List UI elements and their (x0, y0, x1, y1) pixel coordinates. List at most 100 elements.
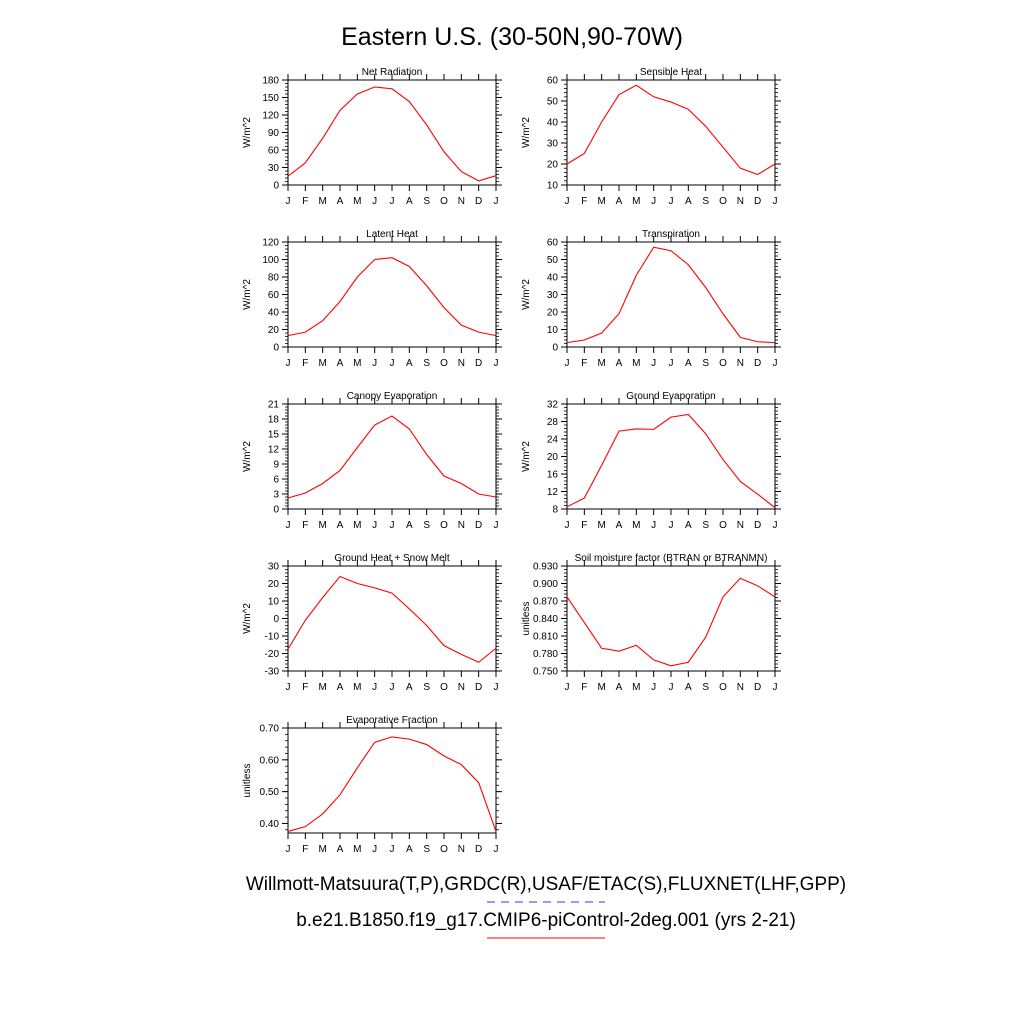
x-tick-label: M (318, 844, 326, 855)
x-tick-label: A (616, 196, 623, 207)
y-tick-label: 120 (262, 111, 279, 122)
y-tick-label: 60 (268, 290, 280, 301)
x-tick-label: N (737, 520, 744, 531)
x-tick-label: J (286, 682, 291, 693)
plot-frame (566, 403, 776, 510)
x-tick-label: J (494, 358, 499, 369)
x-tick-label: O (719, 196, 727, 207)
x-tick-label: J (669, 358, 674, 369)
y-axis-label: unitless (521, 602, 532, 636)
y-tick-label: 18 (268, 415, 280, 426)
plot-frame (287, 403, 497, 510)
x-tick-label: F (581, 520, 587, 531)
y-axis-label: W/m^2 (242, 279, 253, 310)
x-tick-label: N (458, 358, 465, 369)
x-tick-label: D (475, 682, 482, 693)
y-tick-label: 3 (273, 490, 279, 501)
series-line (287, 575, 497, 663)
y-tick-label: 0 (552, 343, 558, 354)
x-tick-label: D (475, 520, 482, 531)
x-tick-label: J (286, 520, 291, 531)
y-tick-label: 20 (268, 325, 280, 336)
y-axis-label: W/m^2 (242, 603, 253, 634)
x-tick-label: J (494, 196, 499, 207)
x-tick-label: F (302, 196, 308, 207)
x-tick-label: J (669, 196, 674, 207)
x-tick-label: A (337, 844, 344, 855)
x-tick-label: O (440, 520, 448, 531)
series-line (287, 415, 497, 499)
x-tick-label: J (773, 196, 778, 207)
x-tick-label: A (337, 682, 344, 693)
panel-title: Soil moisture factor (BTRAN or BTRANMN) (575, 553, 768, 564)
x-tick-label: M (632, 682, 640, 693)
x-tick-label: J (390, 358, 395, 369)
x-tick-label: S (702, 520, 709, 531)
x-tick-label: M (353, 844, 361, 855)
x-tick-label: J (565, 196, 570, 207)
x-tick-label: N (737, 682, 744, 693)
plot-frame (287, 79, 497, 186)
x-tick-label: S (423, 196, 430, 207)
x-tick-label: M (632, 358, 640, 369)
y-tick-label: 30 (547, 139, 559, 150)
y-tick-label: 0.900 (533, 579, 558, 590)
y-tick-label: 12 (547, 487, 559, 498)
y-tick-label: 40 (268, 308, 280, 319)
x-tick-label: J (390, 520, 395, 531)
x-tick-label: M (318, 682, 326, 693)
panel-title: Transpiration (642, 229, 700, 240)
y-tick-label: 50 (547, 255, 559, 266)
y-tick-label: 0.60 (260, 755, 280, 766)
x-tick-label: S (702, 196, 709, 207)
y-tick-label: 10 (547, 181, 559, 192)
series-line (566, 577, 776, 667)
x-tick-label: J (651, 520, 656, 531)
y-axis-label: unitless (242, 764, 253, 798)
y-tick-label: 90 (268, 128, 280, 139)
x-tick-label: J (669, 682, 674, 693)
y-tick-label: 32 (547, 400, 559, 411)
y-tick-label: 40 (547, 118, 559, 129)
x-tick-label: D (475, 358, 482, 369)
y-axis-label: W/m^2 (521, 441, 532, 472)
x-tick-label: M (318, 196, 326, 207)
figure-title: Eastern U.S. (30-50N,90-70W) (341, 23, 683, 51)
y-tick-label: 9 (273, 460, 279, 471)
panel-title: Sensible Heat (640, 67, 702, 78)
x-tick-label: J (651, 358, 656, 369)
y-tick-label: -10 (265, 632, 280, 643)
y-tick-label: 100 (262, 255, 279, 266)
x-tick-label: S (423, 682, 430, 693)
x-tick-label: J (372, 682, 377, 693)
x-tick-label: M (597, 358, 605, 369)
series-line (566, 84, 776, 176)
x-tick-label: N (458, 520, 465, 531)
x-tick-label: J (651, 682, 656, 693)
y-tick-label: 20 (547, 308, 559, 319)
x-tick-label: A (685, 682, 692, 693)
legend: Willmott-Matsuura(T,P),GRDC(R),USAF/ETAC… (246, 874, 846, 939)
x-tick-label: M (318, 358, 326, 369)
y-tick-label: 150 (262, 93, 279, 104)
panel-title: Ground Heat + Snow Melt (334, 553, 450, 564)
x-tick-label: J (773, 358, 778, 369)
x-tick-label: J (773, 682, 778, 693)
panel-title: Canopy Evaporation (347, 391, 438, 402)
y-tick-label: 15 (268, 430, 280, 441)
y-tick-label: 0.750 (533, 667, 558, 678)
x-tick-label: J (494, 844, 499, 855)
x-tick-label: S (423, 358, 430, 369)
x-tick-label: D (475, 196, 482, 207)
x-tick-label: J (773, 520, 778, 531)
y-tick-label: 16 (547, 470, 559, 481)
x-tick-label: A (616, 520, 623, 531)
y-tick-label: 60 (547, 238, 559, 249)
y-tick-label: 28 (547, 417, 559, 428)
x-tick-label: F (581, 358, 587, 369)
plot-frame (287, 727, 497, 834)
